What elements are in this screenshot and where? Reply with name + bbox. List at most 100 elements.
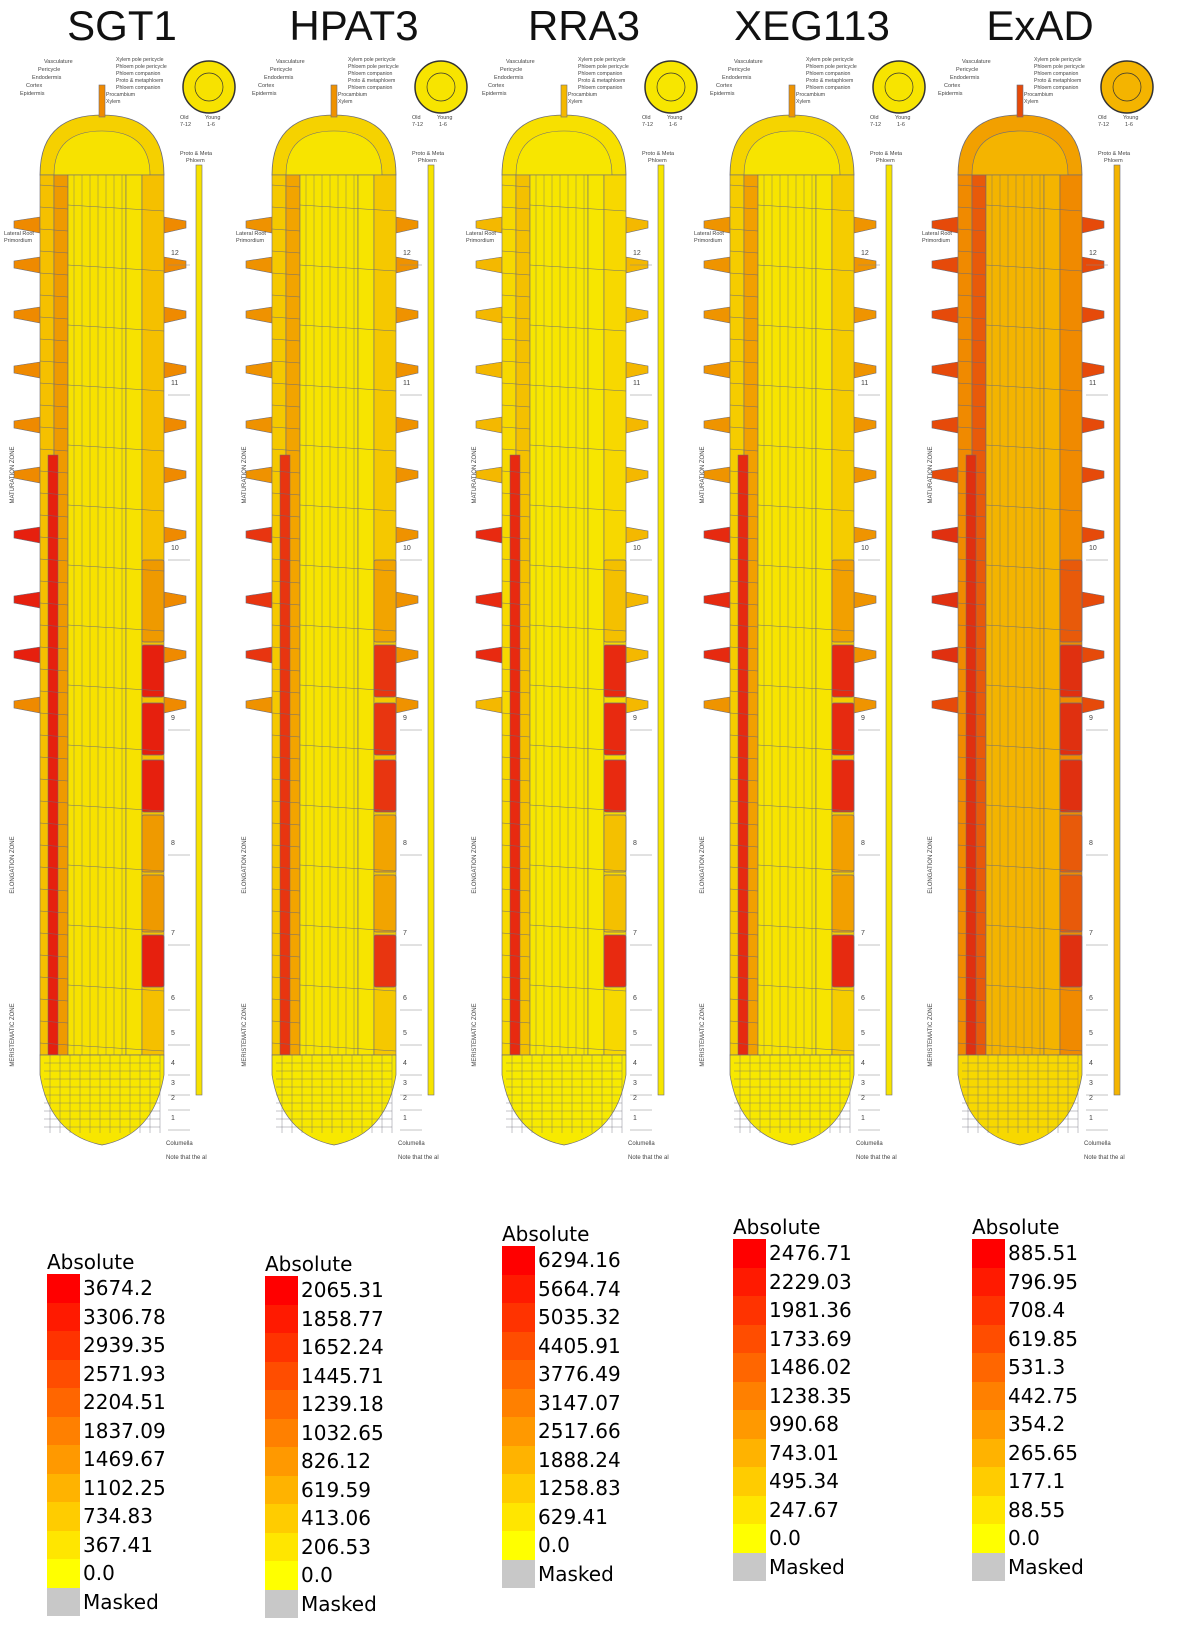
cell-wall xyxy=(957,536,987,540)
cell-wall xyxy=(957,514,987,518)
cortex-right xyxy=(125,174,143,1056)
cell-wall xyxy=(729,888,759,892)
legend-row: 354.2 xyxy=(972,1410,1172,1439)
legend-value: 2571.93 xyxy=(83,1361,166,1386)
root-hair xyxy=(703,306,731,324)
phloem-label: Phloem xyxy=(876,158,895,164)
legend-swatch xyxy=(733,1524,766,1553)
cross-section-label: Phloem pole pericycle xyxy=(116,64,167,70)
root-hair xyxy=(395,361,419,379)
cell-wall xyxy=(67,624,165,632)
root-hair xyxy=(853,696,877,714)
legend-value: 265.65 xyxy=(1008,1440,1078,1465)
root-hair xyxy=(245,306,273,324)
legend-swatch xyxy=(502,1274,535,1303)
root-hair xyxy=(475,416,503,434)
root-hair xyxy=(395,646,419,664)
zone-label: MATURATION ZONE xyxy=(472,446,478,503)
epidermis-cell xyxy=(141,934,165,988)
legend-value: 826.12 xyxy=(301,1449,371,1473)
cross-section-label: Procambium xyxy=(568,92,597,98)
lateral-root-label: Lateral Root xyxy=(922,231,952,237)
cell-wall xyxy=(957,756,987,760)
cell-wall xyxy=(729,206,759,210)
endodermis-left xyxy=(509,454,521,1056)
root-hair xyxy=(703,591,731,609)
zone-label: MATURATION ZONE xyxy=(242,446,248,503)
legend-value: 1981.36 xyxy=(769,1298,852,1322)
cortex-right xyxy=(357,174,375,1056)
section-number: 12 xyxy=(1089,250,1097,257)
section-number: 2 xyxy=(403,1095,407,1102)
cell-wall xyxy=(39,426,69,430)
section-number: 3 xyxy=(633,1080,637,1087)
legend-value: 177.1 xyxy=(1008,1469,1066,1493)
legend-swatch xyxy=(47,1445,80,1474)
cell-wall xyxy=(271,646,301,650)
cell-wall xyxy=(985,444,1083,452)
cell-wall xyxy=(39,778,69,782)
cell-wall xyxy=(501,844,531,848)
endodermis-left xyxy=(737,454,749,1056)
legend-value: 206.53 xyxy=(301,1534,371,1559)
cell-wall xyxy=(299,744,397,752)
cross-section-label: Epidermis xyxy=(710,91,735,97)
cell-wall xyxy=(67,804,165,812)
zone-label: MATURATION ZONE xyxy=(928,446,934,503)
cell-wall xyxy=(271,734,301,738)
legend-row: 1837.09 xyxy=(47,1416,247,1445)
legend-value: 1238.35 xyxy=(769,1383,852,1408)
cell-wall xyxy=(271,1042,301,1046)
cross-section-label: Phloem companion xyxy=(348,85,393,91)
root-diagram: Vasculature Pericycle Endodermis Cortex Epid… xyxy=(694,57,926,1161)
section-number: 3 xyxy=(861,1080,865,1087)
section-number: 4 xyxy=(403,1060,407,1067)
root-hair xyxy=(395,591,419,609)
root-hair xyxy=(931,646,959,664)
cell-wall xyxy=(757,804,855,812)
cell-wall xyxy=(39,800,69,804)
epidermis-cell xyxy=(1059,814,1083,873)
cross-section-label: Xylem xyxy=(1024,99,1038,105)
root-hair xyxy=(703,696,731,714)
root-hair xyxy=(1081,466,1105,484)
epidermis-cell xyxy=(603,934,627,988)
root-hair xyxy=(475,696,503,714)
cell-wall xyxy=(501,426,531,430)
section-number: 6 xyxy=(1089,995,1093,1002)
section-number: 1 xyxy=(403,1115,407,1122)
cortex-right xyxy=(1043,174,1061,1056)
legend-row: 2939.35 xyxy=(47,1331,247,1360)
cell-wall xyxy=(501,316,531,320)
legend-row: 0.0 xyxy=(265,1561,465,1590)
age-label: 7-12 xyxy=(180,122,191,128)
epidermis-cell xyxy=(831,644,855,698)
root-hair xyxy=(625,361,649,379)
cell-wall xyxy=(957,338,987,342)
cell-wall xyxy=(729,470,759,474)
cross-section-label: Phloem pole pericycle xyxy=(1034,64,1085,70)
legend-value: 2939.35 xyxy=(83,1333,166,1357)
legend-row: 88.55 xyxy=(972,1495,1172,1524)
cell-wall xyxy=(529,384,627,392)
zone-label: ELONGATION ZONE xyxy=(242,836,248,893)
cell-wall xyxy=(39,492,69,496)
legend-masked-label: Masked xyxy=(301,1591,377,1616)
cross-section-label: Phloem companion xyxy=(348,71,393,77)
cell-wall xyxy=(729,558,759,562)
age-label: 1-6 xyxy=(207,122,215,128)
cell-wall xyxy=(757,924,855,932)
age-label: Old xyxy=(180,115,189,121)
cell-wall xyxy=(985,564,1083,572)
cross-section-label: Pericycle xyxy=(956,67,978,73)
cell-wall xyxy=(757,504,855,512)
legend-row: 2065.31 xyxy=(265,1276,465,1305)
root-hair xyxy=(625,526,649,544)
legend-swatch xyxy=(733,1410,766,1439)
root-hair xyxy=(625,216,649,234)
cell-wall xyxy=(957,1042,987,1046)
cell-wall xyxy=(957,404,987,408)
legend-value: 885.51 xyxy=(1008,1241,1078,1265)
root-hair xyxy=(853,216,877,234)
cross-section-inner xyxy=(656,72,686,102)
